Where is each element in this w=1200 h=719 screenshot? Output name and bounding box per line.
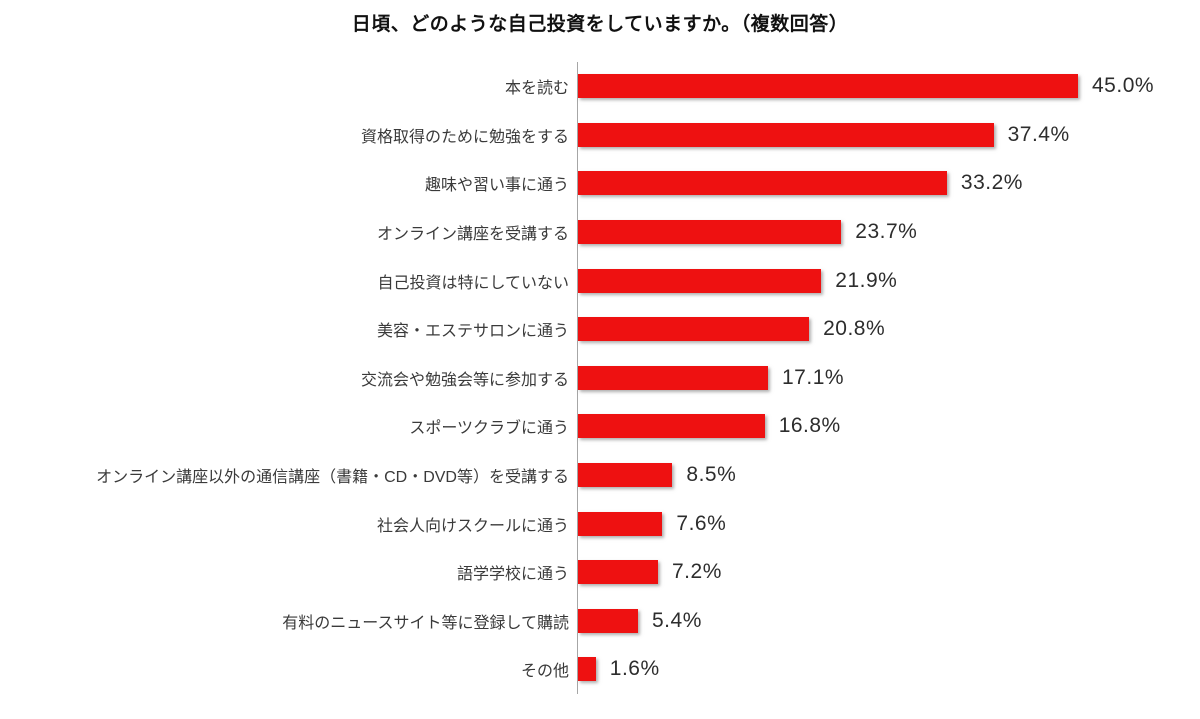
value-label: 1.6% bbox=[609, 657, 660, 681]
value-label: 45.0% bbox=[1092, 74, 1155, 98]
bar-track: 1.6% bbox=[577, 645, 1200, 694]
value-label: 23.7% bbox=[855, 220, 918, 244]
bar bbox=[578, 74, 1078, 99]
bar-track: 23.7% bbox=[577, 207, 1200, 257]
bar bbox=[578, 317, 810, 342]
bar bbox=[578, 657, 596, 682]
bar bbox=[578, 268, 822, 293]
bar-row: 交流会や勉強会等に参加する 17.1% bbox=[0, 353, 1200, 403]
value-label: 33.2% bbox=[960, 171, 1023, 195]
value-label: 7.6% bbox=[676, 511, 727, 535]
bar-row: 美容・エステサロンに通う 20.8% bbox=[0, 304, 1200, 354]
value-label: 8.5% bbox=[686, 463, 737, 487]
bar-track: 33.2% bbox=[577, 159, 1200, 208]
bar-track: 7.6% bbox=[577, 499, 1200, 548]
bar-track: 16.8% bbox=[577, 402, 1200, 451]
category-label: その他 bbox=[520, 663, 569, 681]
bar-row: 資格取得のために勉強をする 37.4% bbox=[0, 110, 1200, 160]
bar bbox=[578, 511, 663, 536]
bar-row: 有料のニュースサイト等に登録して購読 5.4% bbox=[0, 596, 1200, 646]
category-label: 語学学校に通う bbox=[456, 566, 569, 584]
bar bbox=[578, 608, 638, 633]
category-label: 社会人向けスクールに通う bbox=[376, 517, 569, 535]
category-label: 有料のニュースサイト等に登録して購読 bbox=[282, 614, 569, 632]
bar-track: 5.4% bbox=[577, 596, 1200, 646]
bar-track: 7.2% bbox=[577, 547, 1200, 597]
bar-row: スポーツクラブに通う 16.8% bbox=[0, 402, 1200, 451]
bar-row: 社会人向けスクールに通う 7.6% bbox=[0, 499, 1200, 548]
bar bbox=[578, 171, 947, 196]
bar-track: 45.0% bbox=[577, 62, 1200, 111]
chart-title: 日頃、どのような自己投資をしていますか。（複数回答） bbox=[351, 14, 849, 35]
value-label: 17.1% bbox=[782, 365, 845, 389]
bar-track: 20.8% bbox=[577, 304, 1200, 354]
value-label: 7.2% bbox=[672, 560, 722, 584]
bar bbox=[578, 365, 768, 390]
bar-track: 37.4% bbox=[577, 110, 1200, 160]
bar-track: 8.5% bbox=[577, 450, 1200, 500]
bar-row: オンライン講座以外の通信講座（書籍・CD・DVD等）を受講する 8.5% bbox=[0, 450, 1200, 500]
bar-row: 自己投資は特にしていない 21.9% bbox=[0, 256, 1200, 305]
category-label: 趣味や習い事に通う bbox=[424, 177, 569, 195]
bar bbox=[578, 463, 673, 488]
category-label: スポーツクラブに通う bbox=[409, 420, 569, 438]
value-label: 20.8% bbox=[823, 317, 886, 341]
category-label: 交流会や勉強会等に参加する bbox=[360, 371, 569, 389]
bar-track: 21.9% bbox=[577, 256, 1200, 305]
bar-row: 趣味や習い事に通う 33.2% bbox=[0, 159, 1200, 208]
bar-row: 語学学校に通う 7.2% bbox=[0, 547, 1200, 597]
category-label: 美容・エステサロンに通う bbox=[376, 323, 569, 341]
value-label: 37.4% bbox=[1007, 122, 1070, 146]
category-label: 資格取得のために勉強をする bbox=[360, 128, 569, 146]
value-label: 16.8% bbox=[778, 414, 841, 438]
category-label: 自己投資は特にしていない bbox=[377, 274, 569, 292]
value-label: 5.4% bbox=[652, 608, 702, 632]
category-label: オンライン講座以外の通信講座（書籍・CD・DVD等）を受講する bbox=[96, 469, 569, 487]
bar bbox=[578, 414, 765, 439]
category-label: 本を読む bbox=[504, 80, 569, 98]
category-label: オンライン講座を受講する bbox=[376, 226, 569, 244]
bar-row: 本を読む 45.0% bbox=[0, 62, 1200, 111]
chart-rows: 本を読む 45.0% 資格取得のために勉強をする 37.4% 趣味や習い事に通う… bbox=[0, 62, 1200, 694]
bar bbox=[578, 220, 842, 245]
bar bbox=[578, 560, 658, 585]
bar-track: 17.1% bbox=[577, 353, 1200, 403]
bar bbox=[578, 122, 994, 147]
bar-row: オンライン講座を受講する 23.7% bbox=[0, 207, 1200, 257]
bar-row: その他 1.6% bbox=[0, 645, 1200, 694]
value-label: 21.9% bbox=[835, 268, 898, 292]
